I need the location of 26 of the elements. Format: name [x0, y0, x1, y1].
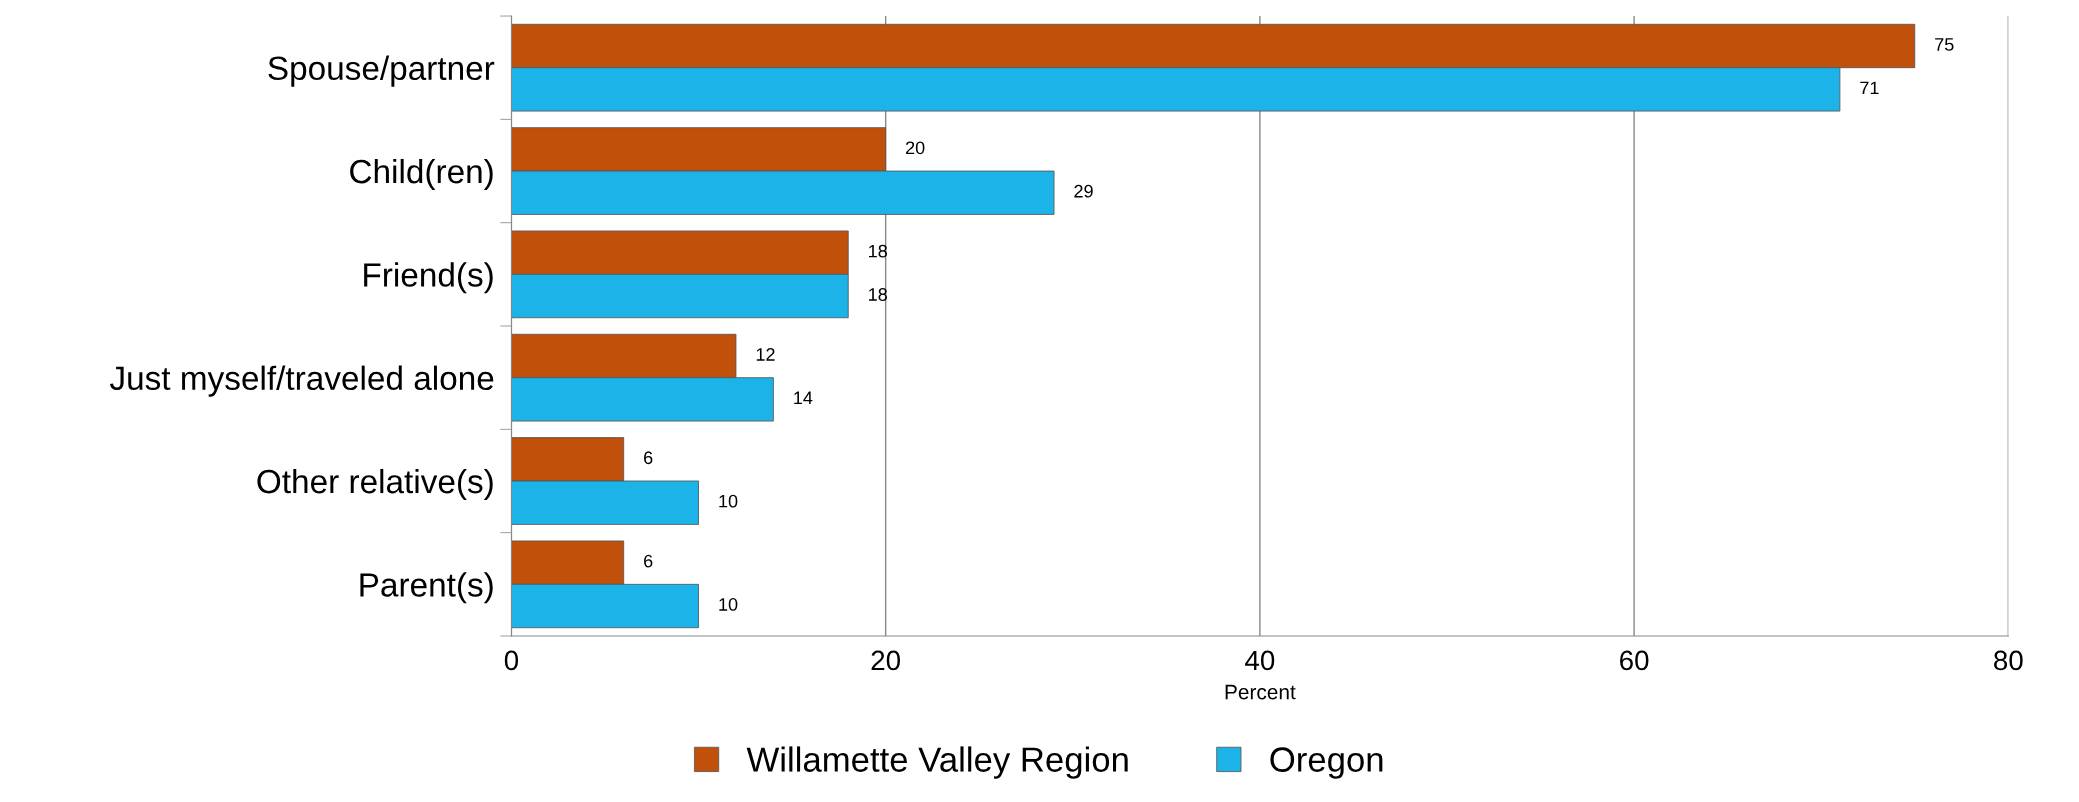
data-label: 20 [906, 141, 925, 155]
data-label: 14 [794, 391, 813, 405]
x-tick-label: 60 [1620, 650, 1649, 671]
y-tick-label: Other relative(s) [257, 468, 493, 500]
data-label: 18 [869, 244, 887, 258]
data-label: 29 [1074, 184, 1093, 198]
y-tick-label: Friend(s) [364, 262, 493, 294]
data-label: 6 [644, 554, 653, 568]
y-tick-label: Spouse/partner [268, 55, 495, 87]
legend-label: Willamette Valley Region [746, 746, 1128, 779]
x-tick-label: 20 [871, 650, 901, 671]
x-axis-title: Percent [1225, 684, 1296, 700]
y-tick-label: Just myself/traveled alone [109, 365, 494, 397]
y-tick-label: Parent(s) [360, 572, 493, 604]
x-tick-label: 0 [504, 650, 519, 671]
legend-label: Oregon [1270, 747, 1383, 779]
y-tick-label: Child(ren) [350, 158, 493, 191]
data-label: 75 [1935, 38, 1954, 51]
data-label: 10 [719, 598, 738, 611]
data-label: 6 [644, 451, 653, 465]
data-label: 18 [869, 288, 887, 301]
data-label: 10 [719, 494, 738, 508]
data-label: 12 [756, 348, 775, 361]
x-tick-label: 80 [1994, 650, 2023, 671]
x-tick-label: 40 [1245, 650, 1275, 671]
data-label: 71 [1860, 81, 1879, 95]
